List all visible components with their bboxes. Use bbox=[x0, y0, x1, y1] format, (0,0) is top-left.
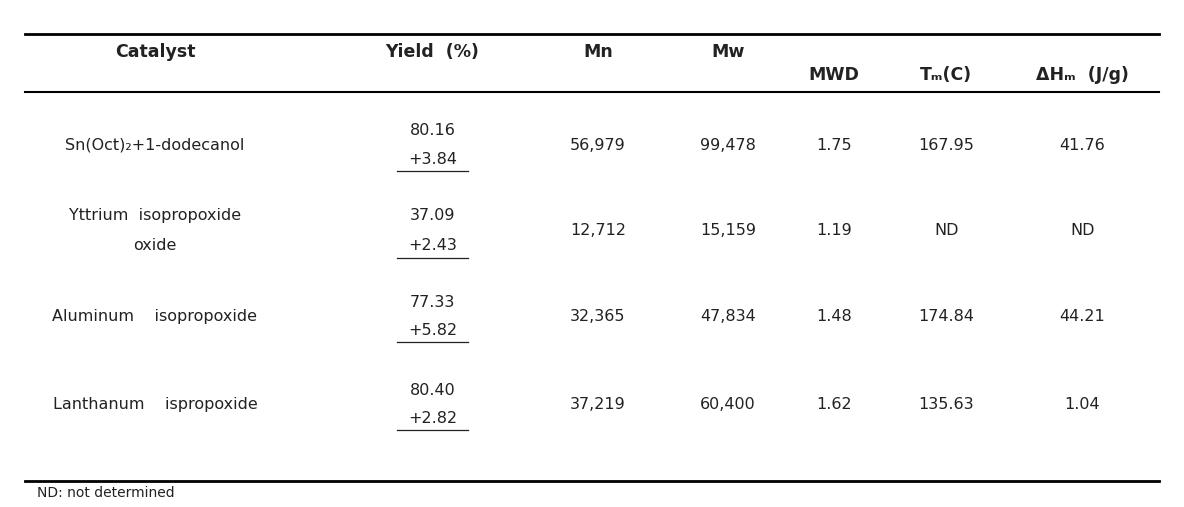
Text: 44.21: 44.21 bbox=[1060, 309, 1105, 324]
Text: 37,219: 37,219 bbox=[570, 397, 626, 412]
Text: 60,400: 60,400 bbox=[700, 397, 755, 412]
Text: ND: ND bbox=[934, 223, 959, 238]
Text: Yttrium  isopropoxide: Yttrium isopropoxide bbox=[69, 208, 242, 223]
Text: 1.62: 1.62 bbox=[816, 397, 852, 412]
Text: 32,365: 32,365 bbox=[571, 309, 625, 324]
Text: Sn(Oct)₂+1-dodecanol: Sn(Oct)₂+1-dodecanol bbox=[65, 137, 245, 153]
Text: 1.75: 1.75 bbox=[816, 137, 852, 153]
Text: 174.84: 174.84 bbox=[919, 309, 974, 324]
Text: +3.84: +3.84 bbox=[408, 152, 457, 167]
Text: 12,712: 12,712 bbox=[570, 223, 626, 238]
Text: Tₘ(C): Tₘ(C) bbox=[920, 65, 972, 84]
Text: +5.82: +5.82 bbox=[408, 323, 457, 338]
Text: 56,979: 56,979 bbox=[570, 137, 626, 153]
Text: Yield  (%): Yield (%) bbox=[386, 43, 480, 61]
Text: 41.76: 41.76 bbox=[1060, 137, 1105, 153]
Text: ND: not determined: ND: not determined bbox=[37, 486, 174, 500]
Text: 15,159: 15,159 bbox=[700, 223, 755, 238]
Text: +2.43: +2.43 bbox=[408, 238, 457, 254]
Text: Catalyst: Catalyst bbox=[115, 43, 195, 61]
Text: 37.09: 37.09 bbox=[410, 208, 456, 223]
Text: MWD: MWD bbox=[809, 65, 860, 84]
Text: 99,478: 99,478 bbox=[700, 137, 755, 153]
Text: ΔHₘ  (J/g): ΔHₘ (J/g) bbox=[1036, 65, 1128, 84]
Text: Mw: Mw bbox=[712, 43, 745, 61]
Text: oxide: oxide bbox=[134, 238, 176, 254]
Text: 47,834: 47,834 bbox=[700, 309, 755, 324]
Text: 1.04: 1.04 bbox=[1064, 397, 1100, 412]
Text: Lanthanum    ispropoxide: Lanthanum ispropoxide bbox=[52, 397, 257, 412]
Text: ND: ND bbox=[1070, 223, 1094, 238]
Text: Mn: Mn bbox=[583, 43, 613, 61]
Text: 77.33: 77.33 bbox=[410, 295, 455, 310]
Text: 80.16: 80.16 bbox=[410, 124, 456, 138]
Text: 1.19: 1.19 bbox=[816, 223, 852, 238]
Text: 1.48: 1.48 bbox=[816, 309, 852, 324]
Text: 135.63: 135.63 bbox=[919, 397, 974, 412]
Text: 167.95: 167.95 bbox=[919, 137, 974, 153]
Text: 80.40: 80.40 bbox=[410, 383, 456, 398]
Text: Aluminum    isopropoxide: Aluminum isopropoxide bbox=[52, 309, 257, 324]
Text: +2.82: +2.82 bbox=[408, 411, 457, 426]
